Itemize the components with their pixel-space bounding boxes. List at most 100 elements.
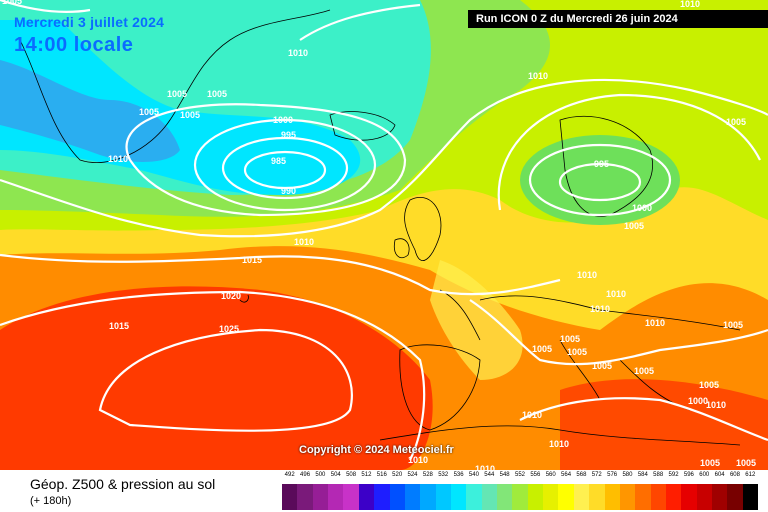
valid-time: 14:00 locale [14, 34, 134, 56]
isobar-985 [243, 150, 327, 190]
isobar-label: 1010 [408, 455, 428, 465]
isobar-label: 990 [281, 186, 296, 196]
isobar-label: 1005 [700, 458, 720, 468]
isobar-label: 1005 [207, 89, 227, 99]
isobar-1005-europe [469, 299, 768, 366]
forecast-offset: (+ 180h) [30, 495, 72, 507]
coast-greenland [19, 9, 331, 163]
legend-label: 592 [668, 472, 679, 478]
run-label: Run ICON 0 Z du Mercredi 26 juin 2024 [468, 10, 768, 28]
legend-label: 588 [653, 472, 664, 478]
legend-swatch [466, 484, 482, 510]
isobar-label: 1010 [680, 0, 700, 9]
isobar-1000-north [528, 143, 672, 217]
isobar-label: 1005 [624, 221, 644, 231]
legend-label: 560 [545, 472, 556, 478]
isobar-label: 1005 [139, 107, 159, 117]
coast-scandinavia [559, 115, 653, 217]
field-low-north [520, 135, 680, 225]
legend-swatch [404, 484, 421, 510]
isobar-lines [0, 0, 768, 461]
legend-label: 576 [607, 472, 618, 478]
legend-label: 580 [622, 472, 633, 478]
legend-swatch [619, 484, 636, 510]
color-legend: 492 496 500 504 508 512 516 520 524 528 532 536 540 5… [282, 472, 759, 510]
legend-swatch [665, 484, 682, 510]
legend-label: 608 [729, 472, 740, 478]
legend-label: 572 [591, 472, 602, 478]
isobar-label: 1025 [219, 324, 239, 334]
field-ridge [430, 260, 523, 380]
legend-swatch [450, 484, 467, 510]
isobar-label: 1010 [706, 400, 726, 410]
isobar-label: 1005 [699, 380, 719, 390]
coast-ireland [393, 238, 410, 259]
isobar-label: 1005 [532, 344, 552, 354]
isobar-label: 1010 [294, 237, 314, 247]
coast-iberia [399, 344, 481, 431]
isobar-label: 1010 [108, 154, 128, 164]
legend-swatch [742, 484, 759, 510]
legend-label: 556 [530, 472, 541, 478]
isobar-label: 1000 [273, 115, 293, 125]
isobar-990 [221, 136, 349, 200]
field-red-east [560, 379, 768, 470]
copyright-text: Copyright © 2024 Meteociel.fr [299, 444, 454, 456]
isobar-label: 1020 [221, 291, 241, 301]
isobar-label: 1005 [567, 347, 587, 357]
valid-date: Mercredi 3 juillet 2024 [14, 14, 165, 30]
legend-swatch [497, 484, 513, 510]
isobar-label: 1000 [688, 396, 708, 406]
isobar-1000 [125, 103, 407, 217]
legend-swatch [543, 484, 559, 510]
legend-swatch [650, 484, 666, 510]
isobar-label: 1005 [723, 320, 743, 330]
field-blue [0, 60, 180, 162]
coast-iceland [329, 111, 396, 141]
legend-swatch [512, 484, 528, 510]
legend-label: 600 [699, 472, 710, 478]
isobar-label: 1000 [632, 203, 652, 213]
isobar-1020 [0, 290, 426, 461]
isobar-label: 1010 [288, 48, 308, 58]
isobar-1025 [98, 328, 353, 432]
legend-swatch [635, 484, 651, 510]
legend-swatch [328, 484, 344, 510]
isobar-995-north [558, 162, 642, 202]
legend-swatch [312, 484, 329, 510]
legend-labels: 492 496 500 504 508 512 516 520 524 528 532 536 540 5… [282, 472, 758, 484]
isobar-labels: 1005 1005 1005 1005 1010 1010 1000 995 9… [2, 0, 756, 470]
legend-label: 504 [330, 472, 341, 478]
legend-swatch [389, 484, 405, 510]
legend-label: 516 [376, 472, 387, 478]
coast-north-africa [379, 425, 741, 446]
legend-swatch [420, 484, 436, 510]
isobar-label: 1005 [560, 334, 580, 344]
isobar-1015 [0, 253, 561, 296]
legend-swatch [681, 484, 697, 510]
isobar-label: 1010 [549, 439, 569, 449]
isobar-label: 1010 [522, 410, 542, 420]
isobar-995 [193, 118, 377, 212]
legend-label: 528 [422, 472, 433, 478]
legend-label: 512 [361, 472, 372, 478]
legend-swatch [374, 484, 390, 510]
isobar-label: 1005 [180, 110, 200, 120]
footer: Géop. Z500 & pression au sol (+ 180h) 49… [0, 470, 768, 512]
isobar-label: 1010 [590, 304, 610, 314]
legend-label: 596 [683, 472, 694, 478]
isobar-label: 1015 [242, 255, 262, 265]
legend-label: 544 [484, 472, 495, 478]
isobar-label: 1005 [726, 117, 746, 127]
isobar-1005-north [497, 93, 761, 211]
legend-swatch [589, 484, 605, 510]
isobar-label: 985 [271, 156, 286, 166]
isobar-label: 1010 [606, 289, 626, 299]
legend-label: 604 [714, 472, 725, 478]
legend-label: 552 [514, 472, 526, 478]
legend-swatch [558, 484, 574, 510]
legend-label: 540 [468, 472, 479, 478]
legend-swatch [712, 484, 728, 510]
legend-swatch [481, 484, 498, 510]
isobar-label: 995 [281, 130, 296, 140]
